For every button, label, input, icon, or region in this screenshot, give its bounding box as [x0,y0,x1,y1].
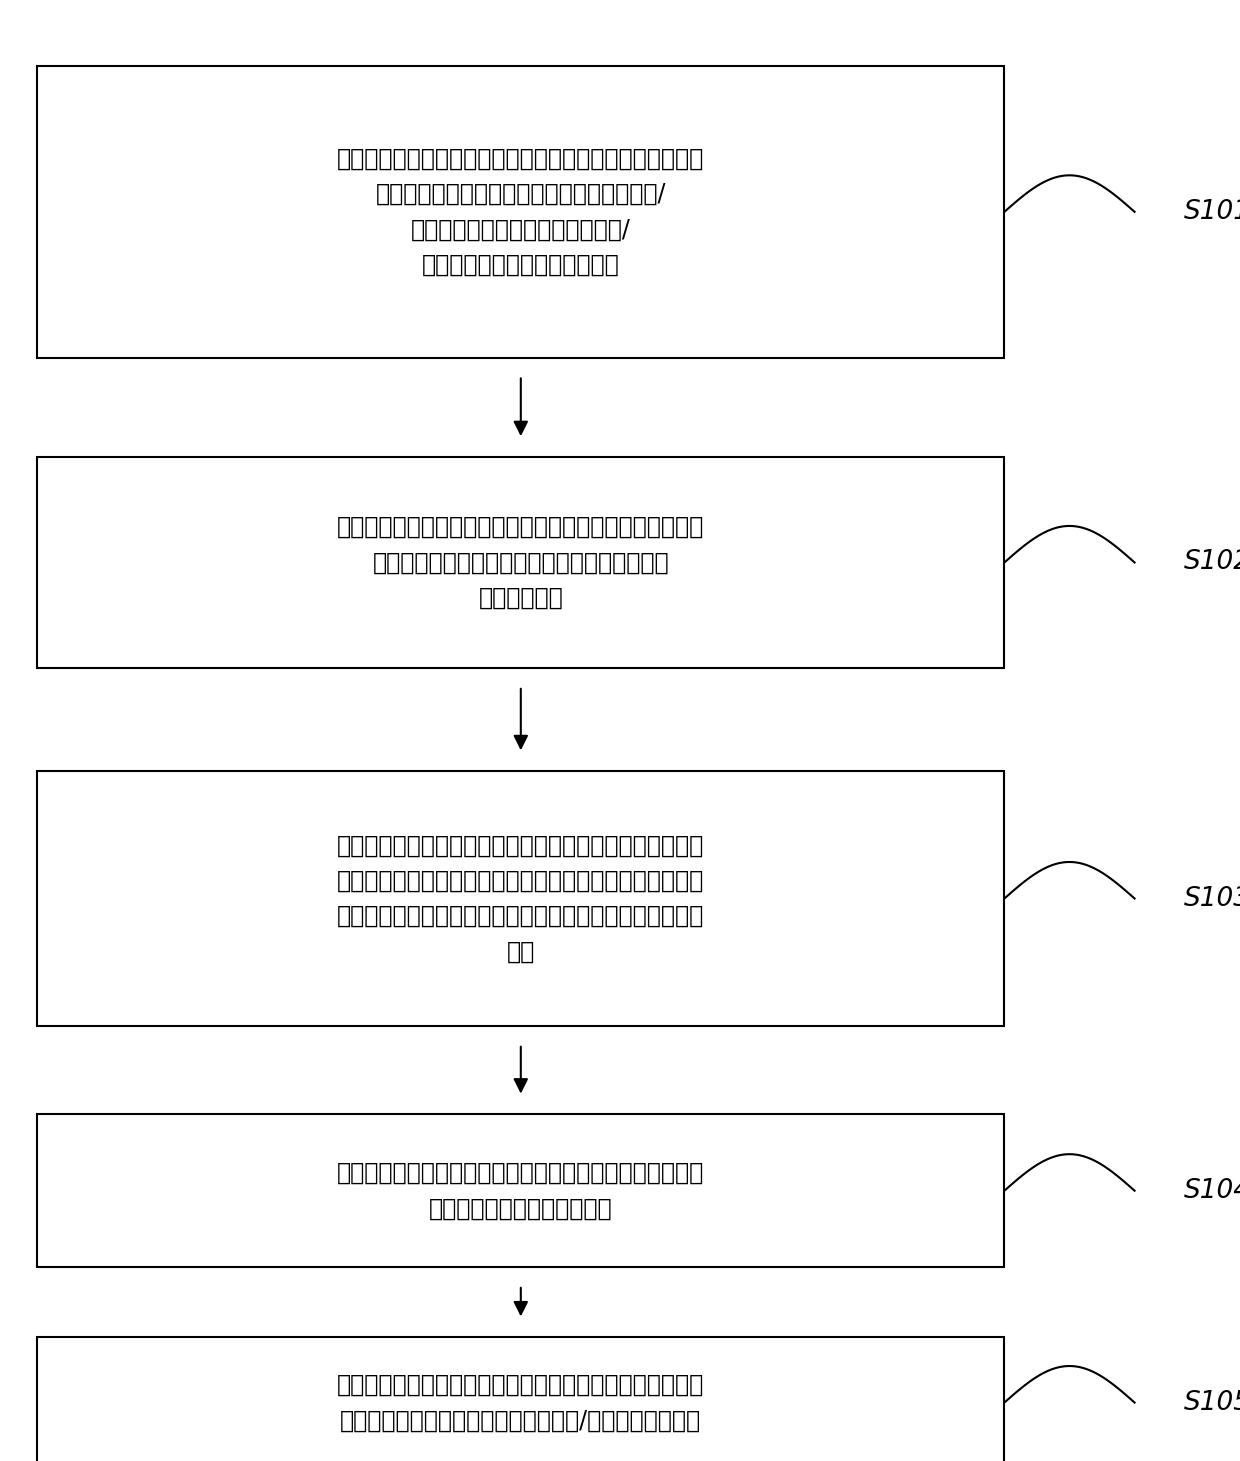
Text: S101: S101 [1184,199,1240,225]
FancyBboxPatch shape [37,66,1004,358]
Text: 形成电连接所述第一电极和所述导电层的第一互连结构，以
使所述第一电极与所述信号处理电路和/或驱动电路电连接: 形成电连接所述第一电极和所述导电层的第一互连结构，以 使所述第一电极与所述信号处… [337,1373,704,1432]
Text: 对所述第二衬底背离所述第一衬底的一侧进行减薄，去除全
部或部分厚度的所述第二基底: 对所述第二衬底背离所述第一衬底的一侧进行减薄，去除全 部或部分厚度的所述第二基底 [337,1161,704,1220]
Text: 提供第一衬底，所述第一衬底包括第一基底、位于所述第一
基底一侧的至少一层导电层、信号处理电路和/
或驱动电路，所述信号处理电路和/
或驱动电路与所述导电层电连接: 提供第一衬底，所述第一衬底包括第一基底、位于所述第一 基底一侧的至少一层导电层、… [337,146,704,278]
FancyBboxPatch shape [37,456,1004,669]
FancyBboxPatch shape [37,1337,1004,1461]
Text: S102: S102 [1184,549,1240,576]
Text: S103: S103 [1184,885,1240,912]
Text: 提供第二衬底，所述第二衬底包括第二基底以及位于所述第
二基底一侧的第一电极和位于所述第一电极一侧
的压电介质层: 提供第二衬底，所述第二衬底包括第二基底以及位于所述第 二基底一侧的第一电极和位于… [337,516,704,609]
Text: S104: S104 [1184,1178,1240,1204]
Text: 将所述第一衬底具有所述导电层的一侧与所述第二衬底具有
所述第一电极和所述压电介质层的一侧贴合固定，其中，所
述第一衬底和所述第二衬底之间具有与所述第一电极对应的: 将所述第一衬底具有所述导电层的一侧与所述第二衬底具有 所述第一电极和所述压电介质… [337,833,704,964]
FancyBboxPatch shape [37,771,1004,1026]
Text: S105: S105 [1184,1389,1240,1416]
FancyBboxPatch shape [37,1113,1004,1267]
